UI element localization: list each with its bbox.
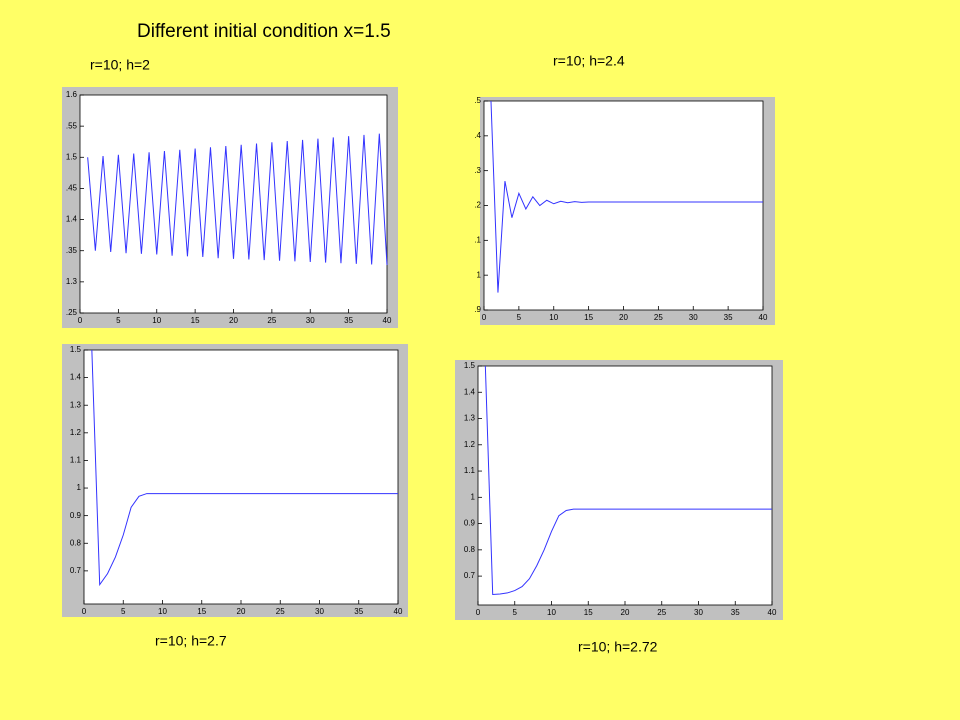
y-tick-label: .35 (66, 246, 78, 255)
y-tick-label: 1.4 (464, 387, 476, 396)
x-tick-label: 25 (276, 607, 285, 616)
y-tick-label: .2 (474, 201, 481, 210)
x-tick-label: 0 (78, 316, 83, 325)
plot-area (83, 349, 399, 605)
x-tick-label: 15 (584, 608, 593, 617)
x-tick-label: 15 (197, 607, 206, 616)
y-tick-label: .9 (474, 305, 481, 314)
x-tick-label: 20 (229, 316, 238, 325)
y-tick-label: 1 (77, 483, 82, 492)
x-tick-label: 35 (344, 316, 353, 325)
y-tick-label: 0.8 (464, 545, 476, 554)
y-tick-label: 1.3 (70, 400, 82, 409)
x-tick-label: 10 (152, 316, 161, 325)
x-tick-label: 35 (724, 313, 733, 322)
y-tick-label: 1.6 (66, 90, 78, 99)
y-tick-label: .5 (474, 96, 481, 105)
x-tick-label: 25 (654, 313, 663, 322)
y-tick-label: 1.2 (464, 440, 476, 449)
x-tick-label: 10 (549, 313, 558, 322)
x-tick-label: 40 (394, 607, 403, 616)
x-tick-label: 5 (517, 313, 522, 322)
y-tick-label: 1.5 (464, 361, 476, 370)
y-tick-label: 1.2 (70, 428, 82, 437)
x-tick-label: 15 (584, 313, 593, 322)
y-tick-label: 0.8 (70, 538, 82, 547)
y-tick-label: 1 (471, 492, 476, 501)
chart-title: r=10; h=2.7 (155, 633, 227, 649)
plot-area (477, 365, 773, 606)
y-tick-label: 1.1 (464, 466, 476, 475)
y-tick-label: 1.4 (66, 215, 78, 224)
x-tick-label: 25 (657, 608, 666, 617)
x-tick-label: 10 (158, 607, 167, 616)
x-tick-label: 40 (768, 608, 777, 617)
x-tick-label: 20 (237, 607, 246, 616)
y-tick-label: .25 (66, 308, 78, 317)
x-tick-label: 5 (116, 316, 121, 325)
y-tick-label: 0.9 (464, 519, 476, 528)
y-tick-label: 1.4 (70, 373, 82, 382)
x-tick-label: 35 (731, 608, 740, 617)
x-tick-label: 40 (383, 316, 392, 325)
plot-area (483, 100, 764, 311)
x-tick-label: 20 (621, 608, 630, 617)
x-tick-label: 0 (82, 607, 87, 616)
data-line (91, 349, 398, 587)
x-tick-label: 5 (121, 607, 126, 616)
chart-title: r=10; h=2 (90, 57, 150, 73)
x-tick-label: 30 (306, 316, 315, 325)
y-tick-label: 1.5 (70, 345, 82, 354)
data-line (87, 133, 388, 266)
y-tick-label: 1 (477, 270, 482, 279)
y-tick-label: 1.3 (464, 414, 476, 423)
x-tick-label: 30 (694, 608, 703, 617)
x-tick-label: 5 (513, 608, 518, 617)
y-tick-label: 1.3 (66, 277, 78, 286)
x-tick-label: 15 (191, 316, 200, 325)
slide-title: Different initial condition x=1.5 (137, 21, 391, 42)
x-tick-label: 10 (547, 608, 556, 617)
x-tick-label: 0 (482, 313, 487, 322)
y-tick-label: 0.9 (70, 511, 82, 520)
x-tick-label: 0 (476, 608, 481, 617)
y-tick-label: .55 (66, 121, 78, 130)
y-tick-label: 1.1 (70, 456, 82, 465)
data-line (490, 100, 763, 293)
y-tick-label: 0.7 (70, 566, 82, 575)
y-tick-label: .45 (66, 184, 78, 193)
x-tick-label: 40 (759, 313, 768, 322)
y-tick-label: .1 (474, 235, 481, 244)
y-tick-label: 0.7 (464, 571, 476, 580)
x-tick-label: 35 (354, 607, 363, 616)
y-tick-label: 1.5 (66, 152, 78, 161)
chart-title: r=10; h=2.4 (553, 53, 625, 69)
x-tick-label: 30 (689, 313, 698, 322)
x-tick-label: 20 (619, 313, 628, 322)
x-tick-label: 30 (315, 607, 324, 616)
y-tick-label: .4 (474, 131, 481, 140)
plot-area (79, 94, 388, 314)
x-tick-label: 25 (267, 316, 276, 325)
data-line (484, 365, 772, 596)
chart-title: r=10; h=2.72 (578, 639, 658, 655)
y-tick-label: .3 (474, 166, 481, 175)
